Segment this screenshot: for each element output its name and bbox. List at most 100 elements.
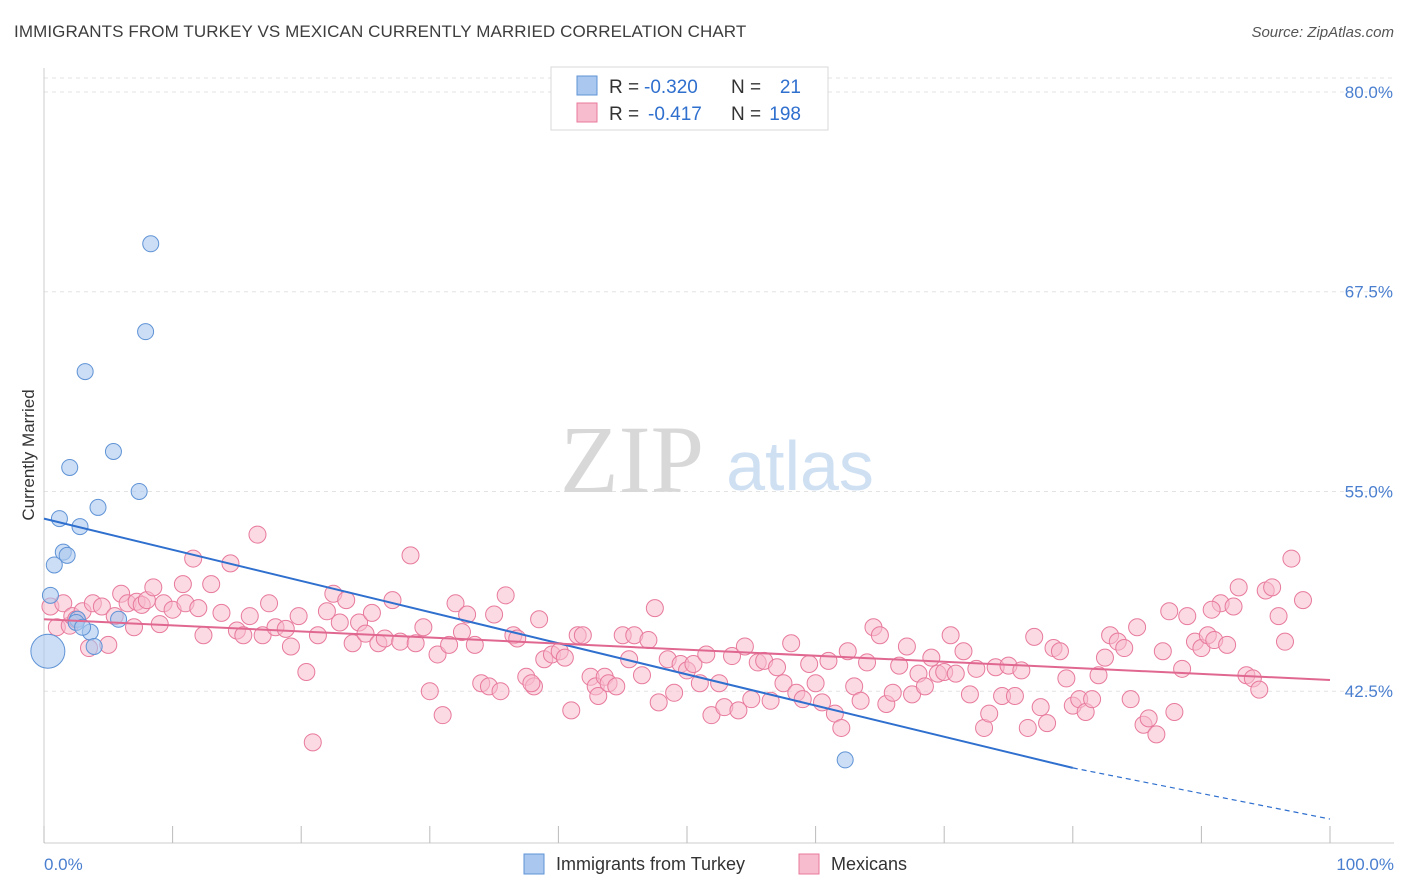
legend-r-value-mexican: -0.417 xyxy=(648,104,702,125)
turkey-point xyxy=(41,586,59,604)
mexican-point xyxy=(729,701,748,720)
mexican-point xyxy=(632,666,651,685)
mexican-point xyxy=(858,653,877,672)
mexican-point xyxy=(234,626,253,645)
legend-top: R = -0.320 N = 21 R = -0.417 N = 198 xyxy=(550,66,829,131)
legend-n-value-mexican: 198 xyxy=(769,104,801,125)
watermark-zip: ZIP xyxy=(560,406,704,513)
mexican-point xyxy=(768,658,787,677)
mexican-point xyxy=(649,693,668,712)
mexican-trend-line xyxy=(43,618,1331,682)
mexican-point xyxy=(1165,702,1184,721)
mexican-point xyxy=(1089,666,1108,685)
mexican-point xyxy=(1224,597,1243,616)
turkey-point xyxy=(110,610,128,628)
turkey-point xyxy=(30,633,66,669)
mexican-point xyxy=(665,683,684,702)
legend-n-value-turkey: 21 xyxy=(780,77,801,98)
mexican-point xyxy=(420,682,439,701)
mexican-point xyxy=(428,645,447,664)
turkey-point xyxy=(836,751,854,769)
mexican-point xyxy=(1147,725,1166,744)
mexican-point xyxy=(1018,718,1037,737)
turkey-point xyxy=(58,546,76,564)
mexican-point xyxy=(1218,635,1237,654)
mexican-point xyxy=(897,637,916,656)
mexican-point xyxy=(851,691,870,710)
mexican-point xyxy=(375,629,394,648)
mexican-point xyxy=(1153,642,1172,661)
mexican-point xyxy=(922,648,941,667)
mexican-point xyxy=(276,619,295,638)
mexican-point xyxy=(870,626,889,645)
mexican-point xyxy=(1139,709,1158,728)
mexican-point xyxy=(317,602,336,621)
legend-bottom: Immigrants from Turkey Mexicans xyxy=(523,853,907,875)
turkey-trend-extension xyxy=(1072,767,1331,820)
mexican-point xyxy=(248,525,267,544)
mexican-point xyxy=(967,659,986,678)
bottom-legend-label-turkey: Immigrants from Turkey xyxy=(556,854,745,874)
chart-title: IMMIGRANTS FROM TURKEY VS MEXICAN CURREN… xyxy=(14,22,747,41)
mexican-point xyxy=(496,586,515,605)
mexican-point xyxy=(125,618,144,637)
mexican-point xyxy=(697,645,716,664)
x-tick-label-max: 100.0% xyxy=(1336,855,1394,874)
mexican-point xyxy=(980,704,999,723)
mexican-point xyxy=(819,651,838,670)
legend-swatch-turkey xyxy=(576,75,598,96)
mexican-point xyxy=(194,626,213,645)
mexican-point xyxy=(260,594,279,613)
mexican-point xyxy=(555,648,574,667)
source-label: Source: ZipAtlas.com xyxy=(1251,24,1394,41)
mexican-point xyxy=(308,626,327,645)
mexican-point xyxy=(639,631,658,650)
legend-n-label-mexican: N = xyxy=(731,104,761,125)
turkey-point xyxy=(137,323,155,341)
mexican-point xyxy=(890,656,909,675)
turkey-point xyxy=(74,618,92,636)
mexican-point xyxy=(883,683,902,702)
mexican-point xyxy=(297,663,316,682)
mexican-point xyxy=(303,733,322,752)
mexican-point xyxy=(941,626,960,645)
turkey-point xyxy=(142,235,160,253)
mexican-point xyxy=(202,575,221,594)
mexican-point xyxy=(485,605,504,624)
mexican-point xyxy=(1050,642,1069,661)
turkey-point xyxy=(85,637,103,655)
mexican-point xyxy=(406,634,425,653)
mexican-point xyxy=(281,637,300,656)
mexican-point xyxy=(1173,659,1192,678)
watermark: ZIP atlas xyxy=(560,406,874,513)
turkey-point xyxy=(104,443,122,460)
mexican-point xyxy=(1250,680,1269,699)
mexican-point xyxy=(573,626,592,645)
mexican-point xyxy=(173,575,192,594)
mexican-point xyxy=(440,635,459,654)
y-tick-label: 55.0% xyxy=(1345,482,1393,501)
mexican-point xyxy=(212,603,231,622)
mexican-point xyxy=(1160,602,1179,621)
mexican-point xyxy=(1229,578,1248,597)
mexican-point xyxy=(414,618,433,637)
mexican-point xyxy=(1202,600,1221,619)
mexican-point xyxy=(401,546,420,565)
legend-r-label-mexican: R = xyxy=(609,104,639,125)
mexican-point xyxy=(144,578,163,597)
mexican-point xyxy=(645,599,664,618)
y-tick-label: 42.5% xyxy=(1345,682,1393,701)
mexican-point xyxy=(960,685,979,704)
turkey-point xyxy=(61,458,79,476)
mexican-point xyxy=(522,674,541,693)
mexican-point xyxy=(1269,607,1288,626)
y-tick-label: 80.0% xyxy=(1345,83,1393,102)
mexican-point xyxy=(1263,578,1282,597)
mexican-point xyxy=(1038,714,1057,733)
mexican-point xyxy=(530,610,549,629)
turkey-point xyxy=(45,556,63,574)
mexican-point xyxy=(903,685,922,704)
mexican-point xyxy=(915,677,934,696)
bottom-legend-label-mexican: Mexicans xyxy=(831,854,907,874)
